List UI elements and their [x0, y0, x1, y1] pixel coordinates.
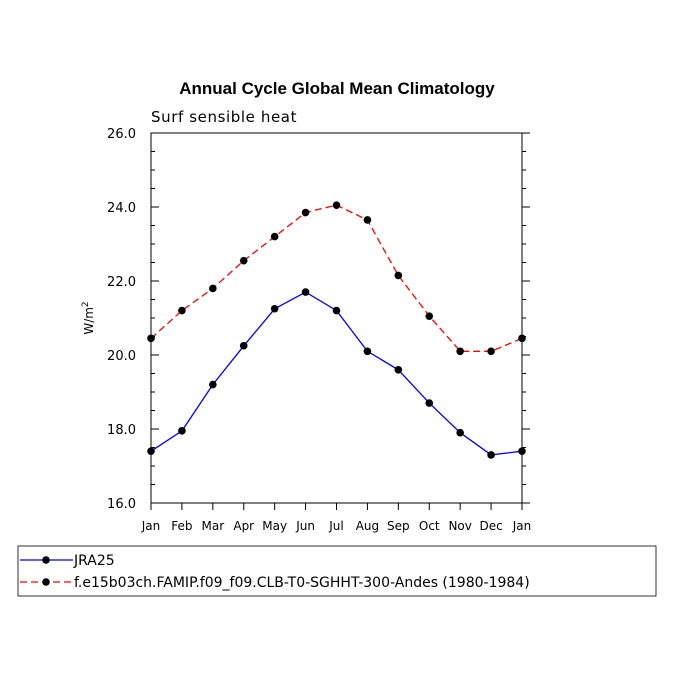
series-2-point: [425, 312, 434, 320]
x-tick-label: Mar: [202, 519, 225, 533]
y-tick-label: 22.0: [107, 275, 136, 290]
series-1-point: [518, 447, 526, 456]
legend: JRA25 f.e15b03ch.FAMIP.f09_f09.CLB-T0-SGH…: [20, 553, 530, 591]
series-1-point: [270, 304, 279, 313]
series-1-point: [239, 341, 248, 350]
y-tick-label: 26.0: [107, 127, 136, 142]
series-2-point: [239, 256, 248, 265]
series-1-point: [394, 366, 403, 374]
series-2-point: [301, 208, 310, 217]
x-tick-label: May: [262, 519, 287, 533]
x-tick-label: Sep: [387, 519, 410, 533]
x-tick-label: Jan: [512, 519, 532, 533]
x-tick-label: Jun: [295, 519, 315, 533]
series-1-point: [332, 306, 341, 315]
series-2-point: [147, 334, 155, 343]
x-tick-label: Aug: [356, 519, 379, 533]
series-1-point: [487, 451, 495, 459]
legend-marker-1: [42, 556, 50, 564]
y-tick-label: 18.0: [107, 423, 136, 438]
legend-marker-2: [42, 578, 50, 586]
legend-box: [17, 545, 657, 597]
series-1-point: [301, 288, 310, 296]
series-1-point: [209, 380, 217, 389]
y-axis-label-main: W/m: [82, 307, 96, 335]
x-tick-label: Feb: [171, 519, 192, 533]
series-2-point: [209, 284, 217, 293]
series-1-point: [363, 347, 372, 356]
legend-label-2: f.e15b03ch.FAMIP.f09_f09.CLB-T0-SGHHT-30…: [74, 575, 530, 591]
series-1-point: [178, 427, 186, 435]
series-1-point: [425, 399, 434, 407]
y-tick-label: 20.0: [107, 349, 136, 364]
series-2-point: [456, 347, 464, 356]
series-1-point: [456, 428, 464, 437]
y-tick-label: 16.0: [107, 497, 136, 512]
x-tick-label: Apr: [233, 519, 254, 533]
series-2-point: [270, 232, 279, 241]
y-axis-label-superscript: 2: [81, 301, 91, 307]
legend-label-1: JRA25: [73, 553, 115, 569]
series-1-point: [147, 447, 155, 456]
series-2-point: [487, 347, 495, 356]
series-2-point: [518, 334, 526, 343]
series-2-point: [363, 216, 372, 224]
x-axis-ticks: Jan Feb Mar Apr May Jun Jul Aug Sep Oct Nov Dec Jan: [141, 503, 532, 533]
x-tick-label: Jul: [328, 519, 343, 533]
series-2-point: [332, 201, 341, 209]
x-tick-label: Jan: [141, 519, 161, 533]
series-2-point: [178, 306, 186, 315]
plot-frame: [150, 132, 523, 504]
y-axis-ticks: 16.0 18.0 20.0 22.0 24.0 26.0: [107, 127, 530, 512]
y-axis-label: W/m2: [81, 301, 96, 334]
series-line-1: [150, 291, 523, 456]
x-tick-label: Oct: [419, 519, 440, 533]
series-layer: [147, 201, 526, 459]
x-tick-label: Nov: [448, 519, 471, 533]
series-2-point: [394, 271, 403, 280]
series-line-2: [150, 204, 523, 352]
chart-title: Annual Cycle Global Mean Climatology: [179, 79, 495, 98]
chart-subtitle: Surf sensible heat: [151, 108, 297, 126]
x-tick-label: Dec: [479, 519, 502, 533]
y-tick-label: 24.0: [107, 201, 136, 216]
